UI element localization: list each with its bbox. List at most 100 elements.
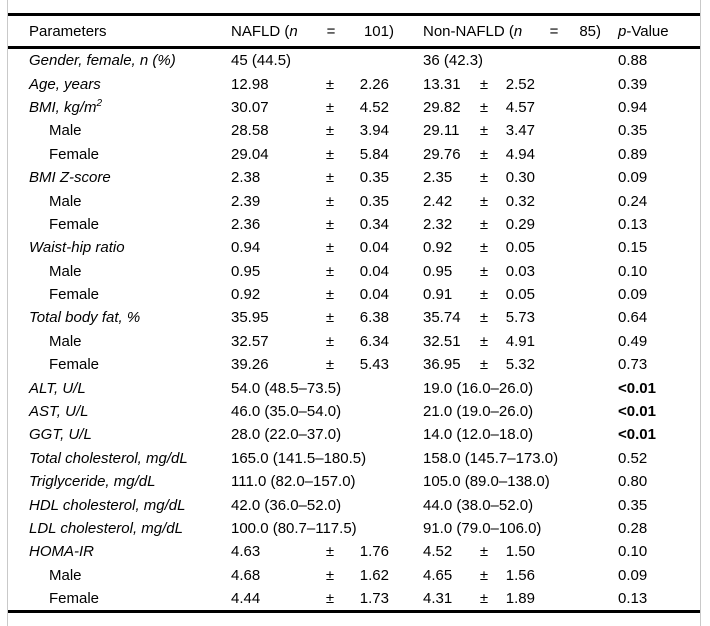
value-sd: 3.47: [505, 122, 535, 140]
p-value: 0.10: [618, 262, 648, 280]
row-label: Female: [49, 215, 100, 233]
plus-minus-symbol: ±: [325, 98, 335, 116]
table-row: Male 32.57 ±6.34 32.51 ±4.91 0.49: [8, 330, 700, 353]
row-label-cell: Age, years: [8, 76, 231, 93]
n-symbol: n: [289, 22, 298, 40]
row-label-cell: Male: [8, 193, 231, 210]
value-sd: 0.29: [505, 215, 535, 233]
value-sd: 2.52: [505, 75, 535, 93]
p-value: 0.13: [618, 590, 648, 608]
value-mean: 4.44: [231, 590, 261, 608]
row-label-cell: AST, U/L: [8, 403, 231, 420]
row-label: Gender, female, n (%): [29, 52, 176, 70]
row-label-cell: Female: [8, 286, 231, 303]
value-sd: 0.35: [359, 169, 389, 187]
non-nafld-value-cell: 105.0 (89.0–138.0): [423, 473, 618, 490]
value-mean: 29.04: [231, 145, 269, 163]
row-label-cell: Female: [8, 590, 231, 607]
non-nafld-value-cell: 13.31 ±2.52: [423, 76, 618, 93]
row-label-cell: Total cholesterol, mg/dL: [8, 450, 231, 467]
header-nafld-count: 101): [363, 22, 394, 40]
value-mean: 0.95: [423, 262, 453, 280]
table-row: Female 29.04 ±5.84 29.76 ±4.94 0.89: [8, 143, 700, 166]
p-value-cell: 0.09: [618, 567, 700, 584]
p-value: 0.94: [618, 98, 648, 116]
row-label-cell: LDL cholesterol, mg/dL: [8, 520, 231, 537]
plus-minus-symbol: ±: [325, 169, 335, 187]
nafld-value-cell: 35.95 ±6.38: [231, 309, 423, 326]
p-value: 0.64: [618, 309, 648, 327]
value-sd: 4.57: [505, 98, 535, 116]
nafld-value-cell: 30.07 ±4.52: [231, 99, 423, 116]
value-mean: 13.31: [423, 75, 461, 93]
value-mean: 4.63: [231, 543, 261, 561]
value-mean: 0.92: [423, 239, 453, 257]
nafld-value-cell: 0.92 ±0.04: [231, 286, 423, 303]
p-value-cell: <0.01: [618, 380, 700, 397]
row-label: Male: [49, 262, 82, 280]
p-symbol: p: [618, 22, 627, 40]
table-row: Gender, female, n (%) 45 (44.5) 36 (42.3…: [8, 49, 700, 72]
non-nafld-value-cell: 32.51 ±4.91: [423, 333, 618, 350]
value-sd: 0.04: [359, 262, 389, 280]
value-mean: 2.38: [231, 169, 261, 187]
table-row: Male 2.39 ±0.35 2.42 ±0.32 0.24: [8, 189, 700, 212]
table-rows: Gender, female, n (%) 45 (44.5) 36 (42.3…: [8, 49, 700, 610]
plus-minus-symbol: ±: [325, 145, 335, 163]
value-sd: 0.30: [505, 169, 535, 187]
p-value-cell: 0.52: [618, 450, 700, 467]
value-median: 91.0 (79.0–106.0): [423, 520, 542, 537]
value-mean: 4.68: [231, 566, 261, 584]
value-mean: 2.35: [423, 169, 453, 187]
plus-minus-symbol: ±: [479, 309, 489, 327]
value-median: 105.0 (89.0–138.0): [423, 473, 550, 491]
p-value-cell: 0.88: [618, 52, 700, 69]
plus-minus-symbol: ±: [325, 122, 335, 140]
table-row: AST, U/L 46.0 (35.0–54.0) 21.0 (19.0–26.…: [8, 400, 700, 423]
row-label: GGT, U/L: [29, 426, 92, 444]
n-symbol: n: [513, 22, 523, 40]
row-label: Female: [49, 145, 100, 163]
nafld-value-cell: 2.39 ±0.35: [231, 193, 423, 210]
plus-minus-symbol: ±: [479, 145, 489, 163]
header-non-nafld-equals: =: [549, 22, 559, 40]
table-header-row: Parameters NAFLD (n = 101) Non-NAFLD (n = 85…: [8, 16, 700, 46]
row-label-cell: Triglyceride, mg/dL: [8, 473, 231, 490]
row-label-cell: Gender, female, n (%): [8, 52, 231, 69]
value-sd: 2.26: [359, 75, 389, 93]
nafld-value-cell: 12.98 ±2.26: [231, 76, 423, 93]
value-median: 21.0 (19.0–26.0): [423, 403, 534, 421]
row-label-cell: Female: [8, 356, 231, 373]
p-value: 0.09: [618, 566, 648, 584]
value-sd: 5.73: [505, 309, 535, 327]
value-sd: 0.34: [359, 215, 389, 233]
row-label-cell: Female: [8, 146, 231, 163]
value-sd: 5.84: [359, 145, 389, 163]
value-mean: 2.32: [423, 215, 453, 233]
value-median: 42.0 (36.0–52.0): [231, 496, 342, 514]
value-mean: 35.74: [423, 309, 461, 327]
value-sd: 5.43: [359, 356, 389, 374]
nafld-value-cell: 28.0 (22.0–37.0): [231, 426, 423, 443]
header-non-nafld: Non-NAFLD (n = 85): [423, 23, 618, 40]
p-value-cell: 0.49: [618, 333, 700, 350]
p-value-cell: 0.13: [618, 216, 700, 233]
nafld-value-cell: 29.04 ±5.84: [231, 146, 423, 163]
non-nafld-value-cell: 36 (42.3): [423, 52, 618, 69]
non-nafld-value-cell: 158.0 (145.7–173.0): [423, 450, 618, 467]
row-label-cell: Female: [8, 216, 231, 233]
non-nafld-value-cell: 19.0 (16.0–26.0): [423, 380, 618, 397]
p-value: 0.80: [618, 473, 648, 491]
value-sd: 1.73: [359, 590, 389, 608]
non-nafld-value-cell: 0.91 ±0.05: [423, 286, 618, 303]
table-top-rule: [8, 13, 700, 16]
value-sd: 6.38: [359, 309, 389, 327]
value-mean: 30.07: [231, 98, 269, 116]
value-mean: 2.42: [423, 192, 453, 210]
table-row: Female 4.44 ±1.73 4.31 ±1.89 0.13: [8, 587, 700, 610]
non-nafld-value-cell: 0.95 ±0.03: [423, 263, 618, 280]
plus-minus-symbol: ±: [325, 566, 335, 584]
value-median: 158.0 (145.7–173.0): [423, 449, 559, 467]
p-value-cell: 0.39: [618, 76, 700, 93]
table-row: Total body fat, % 35.95 ±6.38 35.74 ±5.73 …: [8, 306, 700, 329]
